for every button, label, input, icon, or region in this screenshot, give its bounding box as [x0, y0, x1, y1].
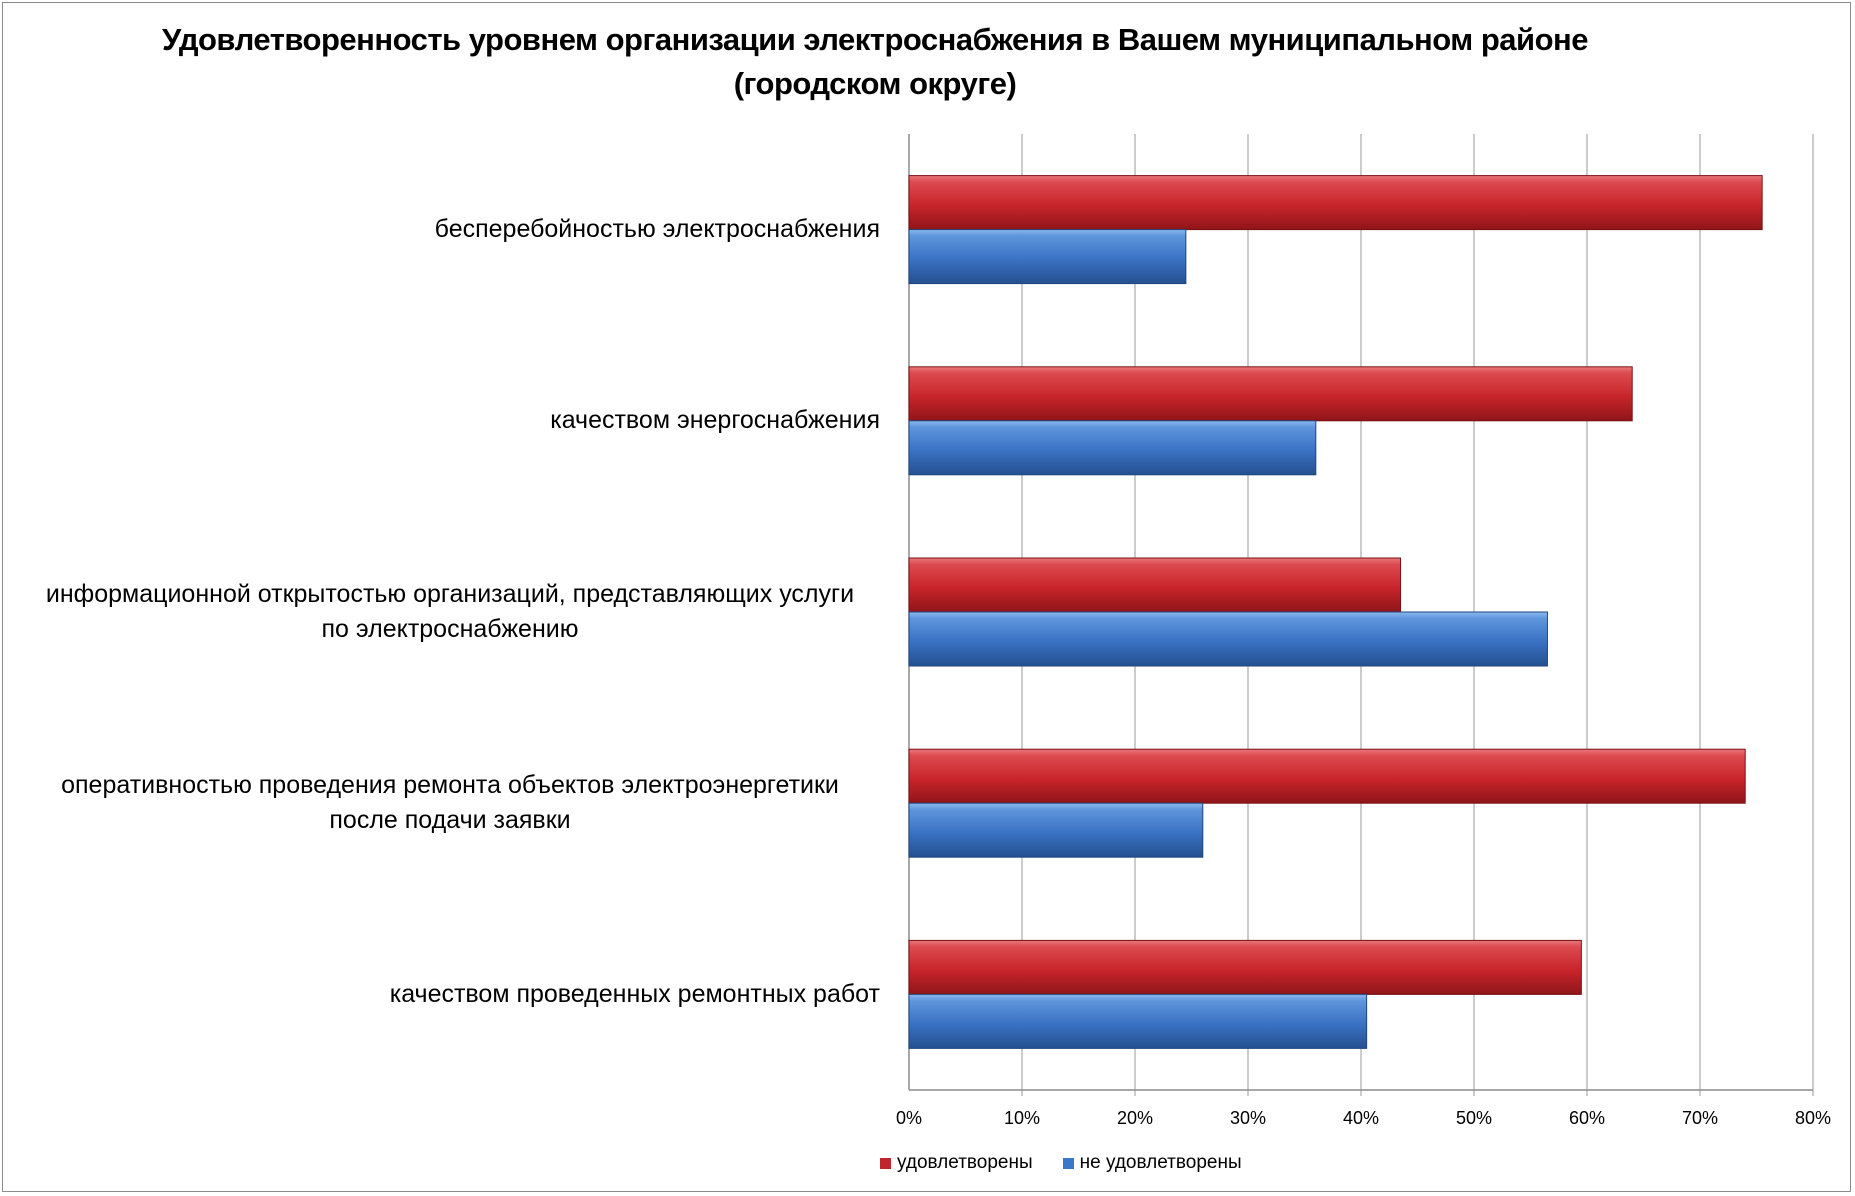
- x-tick-label: 60%: [1568, 1108, 1606, 1128]
- legend-item-satisfied: удовлетворены: [880, 1152, 1033, 1174]
- bar-not-satisfied: [908, 993, 1368, 1049]
- x-tick-label: 0%: [895, 1108, 923, 1128]
- x-tick-label: 20%: [1116, 1108, 1154, 1128]
- legend-swatch-satisfied: [880, 1157, 891, 1169]
- category-label: информационной открытостью организаций, …: [10, 577, 890, 647]
- x-tick-label: 30%: [1229, 1108, 1267, 1128]
- x-tick-label: 10%: [1003, 1108, 1041, 1128]
- legend-swatch-not-satisfied: [1062, 1157, 1074, 1169]
- category-label-line: оперативностью проведения ремонта объект…: [61, 771, 839, 800]
- category-label: бесперебойностью электроснабжения: [10, 212, 880, 247]
- legend-label-satisfied: удовлетворены: [897, 1152, 1033, 1173]
- category-label-line: по электроснабжению: [321, 615, 579, 643]
- category-label-line: качеством проведенных ремонтных работ: [389, 979, 880, 1008]
- category-label-line: бесперебойностью электроснабжения: [434, 215, 880, 244]
- x-tick-label: 70%: [1681, 1108, 1719, 1128]
- category-label: оперативностью проведения ремонта объект…: [10, 768, 890, 838]
- bar-satisfied: [908, 939, 1582, 995]
- x-tick-label: 50%: [1455, 1108, 1493, 1128]
- category-label-line: после подачи заявки: [329, 806, 571, 835]
- bar-not-satisfied: [908, 802, 1204, 858]
- category-label: качеством энергоснабжения: [10, 403, 880, 438]
- chart-title: Удовлетворенность уровнем организации эл…: [161, 22, 1589, 101]
- bar-satisfied: [908, 557, 1402, 613]
- category-label: качеством проведенных ремонтных работ: [10, 977, 880, 1012]
- x-tick-label: 40%: [1342, 1108, 1380, 1128]
- bar-not-satisfied: [908, 229, 1187, 285]
- bar-satisfied: [908, 175, 1763, 231]
- bar-not-satisfied: [908, 420, 1317, 476]
- bar-not-satisfied: [908, 611, 1548, 667]
- category-label-line: информационной открытостью организаций, …: [45, 580, 855, 608]
- bar-satisfied: [908, 366, 1633, 422]
- bar-satisfied: [908, 748, 1746, 804]
- legend: удовлетворены не удовлетворены: [880, 1152, 1242, 1174]
- x-tick-label: 80%: [1794, 1108, 1832, 1128]
- category-label-line: качеством энергоснабжения: [550, 406, 880, 435]
- legend-item-not-satisfied: не удовлетворены: [1062, 1152, 1242, 1174]
- legend-label-not-satisfied: не удовлетворены: [1079, 1152, 1242, 1173]
